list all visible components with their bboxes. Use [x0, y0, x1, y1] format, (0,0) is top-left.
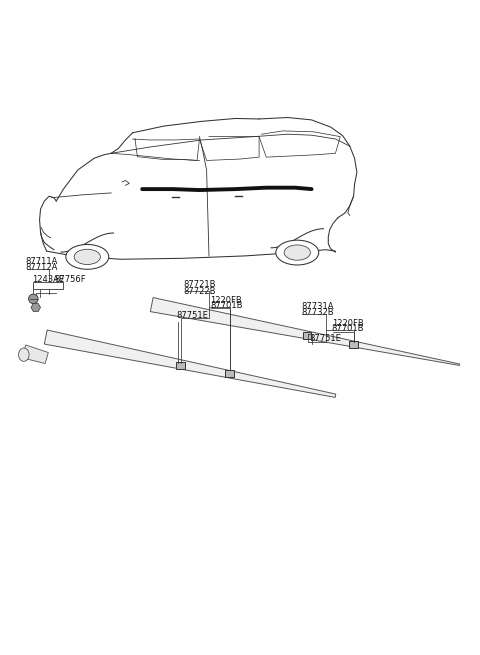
Polygon shape	[22, 345, 48, 364]
FancyBboxPatch shape	[34, 282, 63, 290]
Text: 1220FB: 1220FB	[210, 295, 242, 305]
FancyBboxPatch shape	[176, 362, 185, 369]
Text: 87712A: 87712A	[25, 263, 58, 272]
Polygon shape	[31, 303, 40, 312]
Ellipse shape	[19, 348, 29, 362]
Text: 87701B: 87701B	[332, 324, 364, 333]
Polygon shape	[44, 330, 336, 398]
Text: 87711A: 87711A	[25, 257, 58, 267]
FancyBboxPatch shape	[225, 369, 234, 377]
Text: 87751E: 87751E	[177, 311, 208, 320]
Text: 87701B: 87701B	[210, 301, 243, 310]
Ellipse shape	[66, 244, 109, 269]
Ellipse shape	[284, 245, 311, 260]
Text: 1243AE: 1243AE	[32, 275, 64, 284]
Ellipse shape	[276, 240, 319, 265]
Text: 1220FB: 1220FB	[332, 318, 363, 328]
Text: 87731A: 87731A	[301, 302, 334, 311]
Text: 87751E: 87751E	[310, 334, 342, 343]
Polygon shape	[150, 297, 460, 365]
FancyBboxPatch shape	[349, 341, 358, 348]
Text: 87721B: 87721B	[184, 280, 216, 290]
FancyBboxPatch shape	[302, 331, 311, 339]
Text: 87756F: 87756F	[55, 274, 86, 284]
Text: 87732B: 87732B	[301, 309, 334, 318]
Ellipse shape	[74, 250, 100, 265]
Text: 87722B: 87722B	[184, 286, 216, 295]
Circle shape	[29, 294, 38, 304]
